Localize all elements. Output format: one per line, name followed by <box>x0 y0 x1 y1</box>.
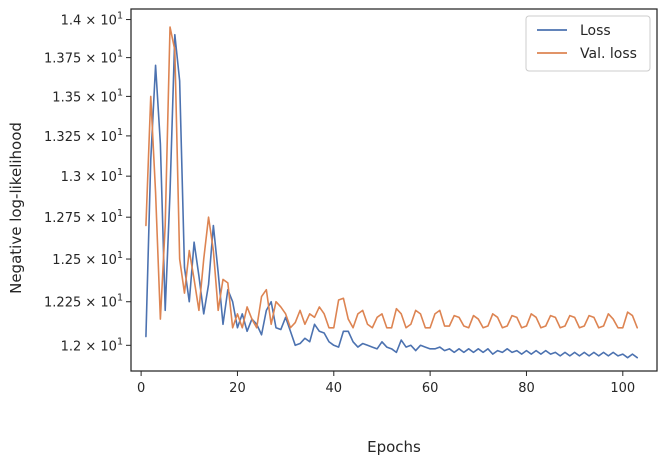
y-tick-label: 1.4 × 101 <box>61 11 123 29</box>
x-axis-label: Epochs <box>367 438 421 456</box>
x-tick-label: 60 <box>422 381 439 396</box>
plot-layer <box>145 26 639 359</box>
y-tick-label: 1.375 × 101 <box>44 49 123 67</box>
y-tick-label: 1.325 × 101 <box>44 127 123 145</box>
plot-frame <box>130 8 658 372</box>
x-tick-label: 40 <box>326 381 343 396</box>
x-tick-label: 100 <box>610 381 635 396</box>
y-tick-label: 1.35 × 101 <box>52 87 123 105</box>
y-tick-label: 1.25 × 101 <box>52 250 123 268</box>
legend-label: Loss <box>580 23 611 39</box>
series-line-val-loss <box>145 26 639 329</box>
y-tick-label: 1.225 × 101 <box>44 293 123 311</box>
legend-label: Val. loss <box>580 46 637 62</box>
y-tick-label: 1.275 × 101 <box>44 208 123 226</box>
ticks-layer: 0 20 40 60 80 100 1.2 × 101 1.225 × 101 1.25 × 1… <box>44 11 635 396</box>
y-axis-label: Negative log-likelihood <box>7 122 25 294</box>
x-tick-label: 80 <box>518 381 535 396</box>
legend: Loss Val. loss <box>525 15 651 72</box>
x-tick-label: 20 <box>229 381 246 396</box>
y-tick-label: 1.2 × 101 <box>61 336 123 354</box>
y-tick-label: 1.3 × 101 <box>61 167 123 185</box>
x-tick-label: 0 <box>137 381 145 396</box>
